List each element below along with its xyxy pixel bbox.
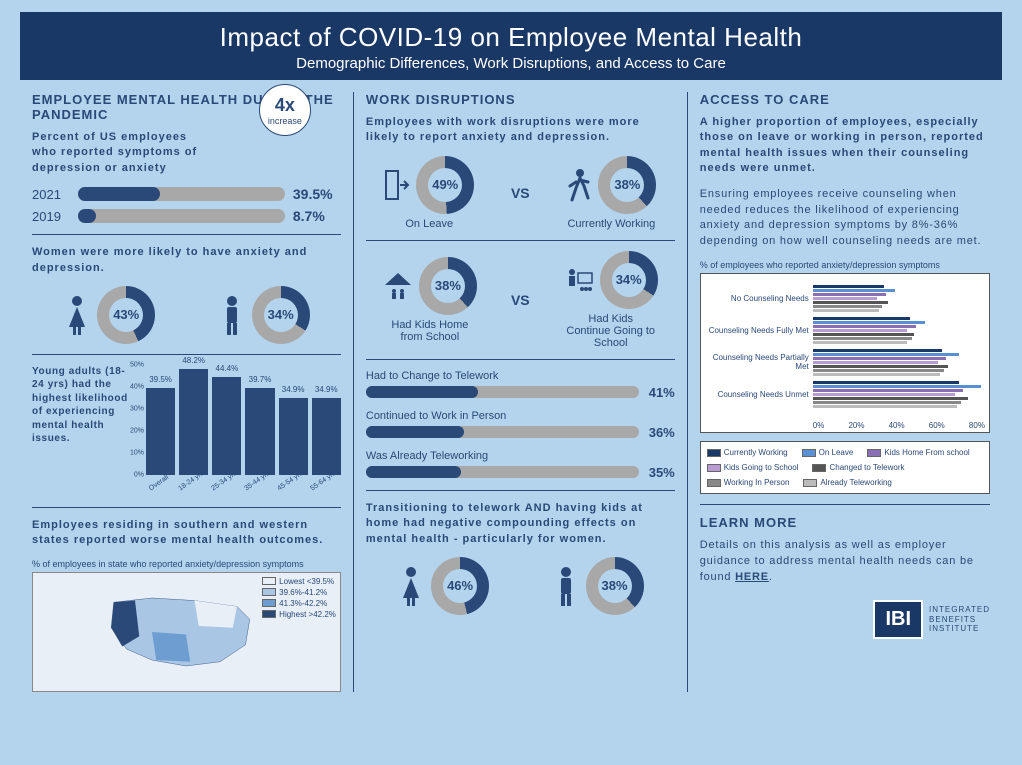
work-bar: Was Already Teleworking35% xyxy=(366,450,675,480)
chart-legend: Currently Working On Leave Kids Home From … xyxy=(700,441,990,494)
work-bar: Had to Change to Telework41% xyxy=(366,370,675,400)
learn-more-link[interactable]: HERE xyxy=(735,571,769,583)
section-title: ACCESS TO CARE xyxy=(700,92,990,107)
increase-bubble: 4x increase xyxy=(259,84,311,136)
school-icon xyxy=(564,267,594,293)
walk-icon xyxy=(566,168,592,202)
intro-text: Percent of US employees who reported sym… xyxy=(32,130,212,176)
intro-text: A higher proportion of employees, especi… xyxy=(700,115,990,177)
legend-item: Kids Home From school xyxy=(867,448,969,457)
donut-item: 34%Had Kids Continue Going to School xyxy=(564,251,658,349)
section-title: WORK DISRUPTIONS xyxy=(366,92,675,107)
ibi-logo-text: INTEGRATEDBENEFITSINSTITUTE xyxy=(929,605,990,634)
states-text: Employees residing in southern and weste… xyxy=(32,518,341,549)
page-subtitle: Demographic Differences, Work Disruption… xyxy=(20,55,1002,72)
compound-text: Transitioning to telework AND having kid… xyxy=(366,501,675,547)
gender-donut: 34% xyxy=(218,286,310,344)
age-bar: 48.2%18-24 yrs xyxy=(179,369,208,475)
page-title: Impact of COVID-19 on Employee Mental He… xyxy=(20,22,1002,53)
donut-item: 38%Had Kids Home from School xyxy=(383,257,477,343)
grouped-row: Counseling Needs Unmet xyxy=(705,378,985,410)
age-bar: 39.7%35-44 yrs xyxy=(245,388,274,475)
col-access: ACCESS TO CARE A higher proportion of em… xyxy=(688,92,1002,692)
ibi-logo: IBI xyxy=(873,600,923,639)
learn-text: Details on this analysis as well as empl… xyxy=(700,538,990,586)
home-icon xyxy=(383,271,413,301)
compound-donut: 38% xyxy=(552,557,644,615)
legend-item: Currently Working xyxy=(707,448,788,457)
chart-caption: % of employees who reported anxiety/depr… xyxy=(700,260,990,270)
grouped-bar-chart: No Counseling NeedsCounseling Needs Full… xyxy=(700,273,990,433)
work-bar: Continued to Work in Person36% xyxy=(366,410,675,440)
grouped-row: Counseling Needs Fully Met xyxy=(705,314,985,346)
gender-donut: 43% xyxy=(63,286,155,344)
header: Impact of COVID-19 on Employee Mental He… xyxy=(20,12,1002,80)
body-text: Ensuring employees receive counseling wh… xyxy=(700,187,990,251)
age-bar: 34.9%45-54 yrs xyxy=(279,398,308,475)
map-legend-item: 41.3%-42.2% xyxy=(262,599,336,608)
us-map: Lowest <39.5% 39.6%-41.2% 41.3%-42.2% Highe… xyxy=(32,572,341,692)
grouped-row: No Counseling Needs xyxy=(705,282,985,314)
age-bar: 34.9%55-64 yrs xyxy=(312,398,341,475)
vs-label: VS xyxy=(511,185,530,201)
year-bar: 20198.7% xyxy=(32,208,341,224)
age-bar: 44.4%25-34 yrs xyxy=(212,377,241,475)
map-legend-item: Lowest <39.5% xyxy=(262,577,336,586)
age-bar: 39.5%Overall xyxy=(146,388,175,475)
compound-donut: 46% xyxy=(397,557,489,615)
map-legend-item: 39.6%-41.2% xyxy=(262,588,336,597)
door-icon xyxy=(384,169,410,201)
map-legend-item: Highest >42.2% xyxy=(262,610,336,619)
map-icon xyxy=(101,582,271,682)
map-caption: % of employees in state who reported anx… xyxy=(32,559,341,569)
women-text: Women were more likely to have anxiety a… xyxy=(32,245,341,276)
intro-text: Employees with work disruptions were mor… xyxy=(366,115,675,146)
legend-item: On Leave xyxy=(802,448,854,457)
year-bar: 202139.5% xyxy=(32,186,341,202)
legend-item: Already Teleworking xyxy=(803,478,891,487)
col-mental-health: EMPLOYEE MENTAL HEALTH DURING THE PANDEM… xyxy=(20,92,354,692)
donut-item: 49%On Leave xyxy=(384,156,474,230)
legend-item: Working In Person xyxy=(707,478,790,487)
vs-label: VS xyxy=(511,292,530,308)
legend-item: Kids Going to School xyxy=(707,463,799,472)
learn-title: LEARN MORE xyxy=(700,515,990,530)
donut-item: 38%Currently Working xyxy=(566,156,656,230)
age-text: Young adults (18-24 yrs) had the highest… xyxy=(32,365,132,475)
legend-item: Changed to Telework xyxy=(812,463,904,472)
col-disruptions: WORK DISRUPTIONS Employees with work dis… xyxy=(354,92,688,692)
grouped-row: Counseling Needs Partially Met xyxy=(705,346,985,378)
